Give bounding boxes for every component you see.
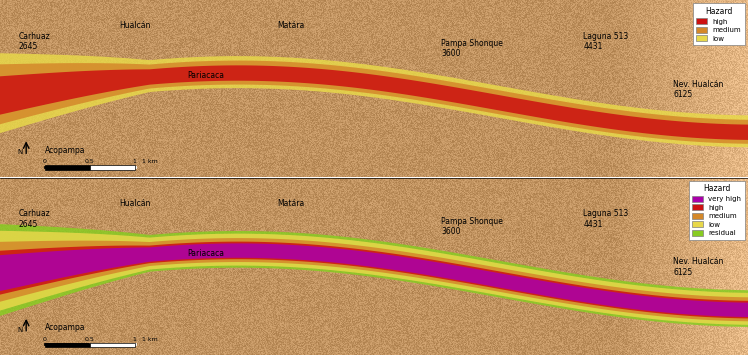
PathPatch shape [0,238,748,321]
Text: 1: 1 [132,159,137,164]
Text: Matára: Matára [277,199,304,208]
Text: N: N [17,149,23,155]
Text: Laguna 513
4431: Laguna 513 4431 [583,32,628,51]
PathPatch shape [0,53,748,147]
PathPatch shape [0,242,748,318]
Text: Acopampa: Acopampa [45,323,85,332]
Bar [90,165,135,169]
Text: Carhuaz
2645: Carhuaz 2645 [19,209,50,229]
PathPatch shape [0,65,748,140]
Text: Pariacaca: Pariacaca [187,71,224,80]
PathPatch shape [0,244,748,317]
Text: Pampa Shonque
3600: Pampa Shonque 3600 [441,39,503,59]
Legend: high, medium, low: high, medium, low [693,4,744,45]
Text: 0.5: 0.5 [85,159,95,164]
Legend: very high, high, medium, low, residual: very high, high, medium, low, residual [689,181,744,240]
Bar [90,343,135,347]
Text: N: N [17,327,23,333]
Text: Laguna 513
4431: Laguna 513 4431 [583,209,628,229]
Text: Pariacaca: Pariacaca [187,248,224,257]
Text: Acopampa: Acopampa [45,146,85,154]
Text: 0: 0 [43,337,47,342]
Bar [45,343,90,347]
Text: Nev. Hualcán
6125: Nev. Hualcán 6125 [673,257,723,277]
Text: Hualcán: Hualcán [120,199,151,208]
Text: Carhuaz
2645: Carhuaz 2645 [19,32,50,51]
Text: 1 km: 1 km [142,337,158,342]
Text: Nev. Hualcán
6125: Nev. Hualcán 6125 [673,80,723,99]
Text: Hualcán: Hualcán [120,21,151,30]
Text: 0.5: 0.5 [85,337,95,342]
PathPatch shape [0,61,748,144]
Text: 1 km: 1 km [142,159,158,164]
Text: 1: 1 [132,337,137,342]
Text: Matára: Matára [277,21,304,30]
Bar [45,165,90,169]
PathPatch shape [0,224,748,327]
Text: 0: 0 [43,159,47,164]
PathPatch shape [0,231,748,325]
Text: Pampa Shonque
3600: Pampa Shonque 3600 [441,217,503,236]
